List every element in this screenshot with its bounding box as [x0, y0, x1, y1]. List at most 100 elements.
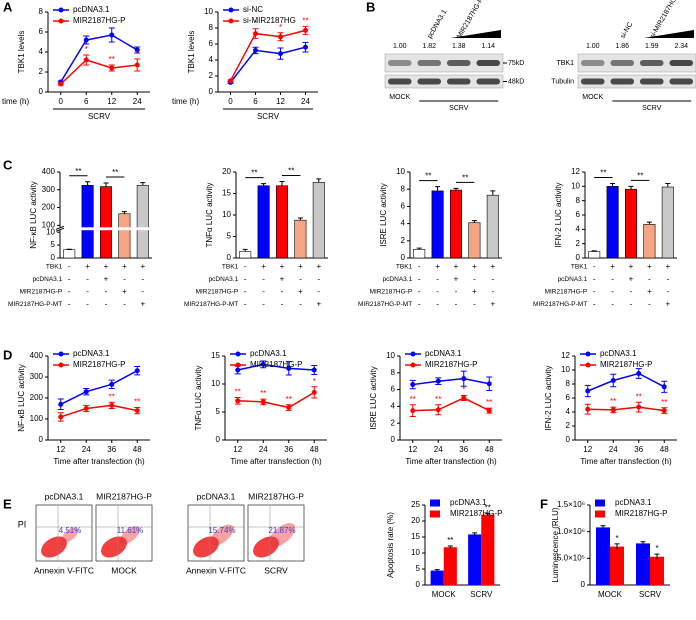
band-ratio: 1.00	[393, 43, 407, 50]
y-tick-label: 200	[42, 203, 56, 212]
y-tick-label: 2	[566, 421, 571, 430]
legend-marker	[58, 362, 64, 368]
x-tick-label: 36	[459, 445, 468, 454]
condition-label: MIR2187HG-P	[196, 289, 239, 296]
condition-label: MIR2187HG-P	[545, 289, 588, 296]
flow-percent: 11.61%	[117, 526, 144, 535]
y-tick-label: 400	[30, 351, 44, 360]
condition-sign: -	[317, 287, 320, 296]
flow-title: pcDNA3.1	[197, 491, 236, 501]
group-label: SCRV	[257, 112, 280, 121]
y-tick-label: 0	[566, 435, 571, 444]
flow-percent: 15.74%	[208, 526, 235, 535]
significance: **	[661, 398, 667, 407]
y-tick-label: 0	[51, 253, 56, 262]
significance: *	[313, 377, 316, 386]
y-tick-label: 8	[401, 184, 406, 193]
condition-sign: +	[629, 262, 634, 271]
error-bar	[85, 181, 91, 186]
error-bar	[472, 532, 478, 537]
point	[228, 78, 233, 84]
flow-frame	[95, 504, 153, 562]
legend-label: pcDNA3.1	[73, 349, 110, 358]
condition-label: MIR2187HG-P	[20, 289, 63, 296]
condition-sign: -	[105, 287, 108, 296]
x-tick-label: 12	[56, 445, 65, 454]
error-bar	[297, 217, 303, 221]
x-tick-label: 0	[228, 97, 233, 106]
condition-sign: -	[281, 287, 284, 296]
blot-band	[446, 60, 471, 66]
series-line	[60, 370, 138, 405]
point	[435, 407, 441, 413]
panel-label: C	[3, 157, 13, 172]
point	[253, 31, 258, 37]
x-tick-label: 0	[59, 97, 64, 106]
error-bar	[447, 545, 453, 549]
bar	[596, 527, 610, 585]
point	[461, 395, 467, 401]
y-tick-label: 100	[42, 220, 56, 229]
error-bar	[103, 182, 109, 187]
y-tick-label: 5.0×10⁵	[557, 553, 585, 562]
point	[134, 62, 140, 68]
y-tick-label: 12	[571, 167, 580, 176]
y-tick-label: 300	[30, 372, 44, 381]
y-tick-label: 8	[209, 23, 214, 32]
legend-marker	[585, 362, 591, 368]
point	[58, 414, 64, 420]
condition-sign: -	[418, 262, 421, 271]
point	[461, 376, 467, 382]
point	[286, 365, 292, 371]
condition-sign: -	[123, 275, 126, 284]
condition-sign: -	[68, 275, 71, 284]
y-tick-label: 0	[576, 253, 581, 262]
significance: *	[655, 544, 658, 553]
point	[585, 388, 591, 394]
flow-cloud	[210, 524, 234, 546]
x-axis-label: time (h)	[2, 97, 29, 106]
flow-percent: 21.87%	[268, 526, 295, 535]
group-label: SCRV	[88, 112, 111, 121]
y-tick-label: 15	[222, 189, 231, 198]
condition-sign: +	[140, 262, 145, 271]
significance: **	[288, 167, 294, 176]
point	[253, 47, 258, 53]
legend-marker	[235, 362, 241, 368]
y-tick-label: 10	[204, 7, 213, 16]
flow-title: MIR2187HG-P	[248, 491, 304, 501]
point	[83, 406, 89, 411]
x-tick-label: MOCK	[598, 590, 623, 599]
series-line	[412, 397, 490, 412]
point	[235, 398, 241, 404]
blot-band	[387, 78, 412, 85]
legend-swatch	[430, 510, 440, 518]
y-tick-label: 0	[227, 253, 232, 262]
x-tick-label: 36	[284, 445, 293, 454]
significance: **	[286, 395, 292, 404]
dose-wedge	[643, 30, 694, 38]
y-tick-label: 200	[30, 393, 44, 402]
legend-marker	[235, 351, 241, 357]
flow-cloud	[101, 536, 127, 558]
size-label: 75kD	[508, 60, 524, 67]
bar	[99, 186, 113, 259]
condition-sign: +	[472, 262, 477, 271]
bar	[431, 190, 444, 259]
point	[235, 367, 241, 373]
legend-label: pcDNA3.1	[450, 498, 487, 507]
significance: **	[610, 397, 616, 406]
condition-sign: -	[86, 287, 89, 296]
bar	[449, 189, 463, 259]
bar	[643, 224, 656, 259]
legend-marker	[410, 351, 416, 357]
point	[661, 384, 667, 390]
series-line	[60, 34, 138, 83]
bar	[413, 249, 426, 259]
condition-sign: -	[666, 275, 669, 284]
y-tick-label: 0	[391, 435, 396, 444]
x-axis-label: Time after transfection (h)	[580, 457, 672, 466]
x-tick-label: SCRV	[639, 590, 662, 599]
y-axis-label: TNFα LUC activity	[194, 365, 203, 430]
significance: **	[251, 169, 257, 178]
